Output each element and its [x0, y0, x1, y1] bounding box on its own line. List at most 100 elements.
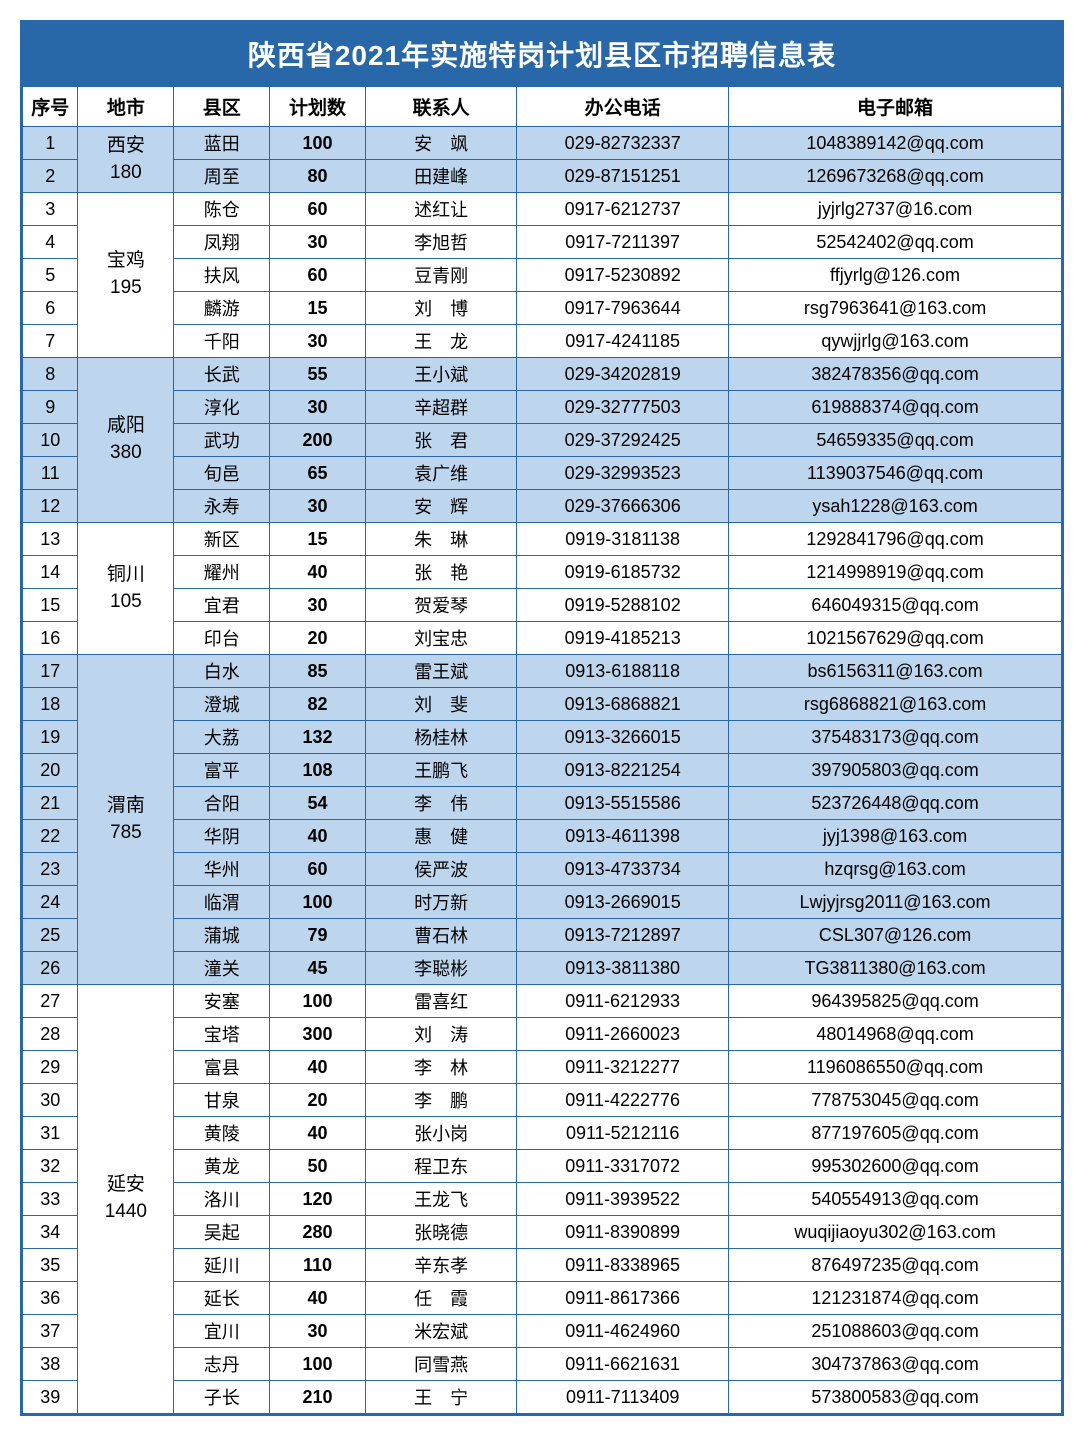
cell-phone: 0917-7963644: [517, 292, 729, 325]
cell-seq: 23: [23, 853, 78, 886]
cell-county: 印台: [174, 622, 270, 655]
table-row: 14耀州40张 艳0919-61857321214998919@qq.com: [23, 556, 1062, 589]
cell-contact: 时万新: [365, 886, 516, 919]
cell-contact: 李旭哲: [365, 226, 516, 259]
cell-seq: 8: [23, 358, 78, 391]
cell-phone: 0917-4241185: [517, 325, 729, 358]
table-row: 30甘泉20李 鹏0911-4222776778753045@qq.com: [23, 1084, 1062, 1117]
cell-seq: 14: [23, 556, 78, 589]
cell-email: 1048389142@qq.com: [729, 127, 1062, 160]
cell-seq: 37: [23, 1315, 78, 1348]
cell-seq: 26: [23, 952, 78, 985]
cell-seq: 10: [23, 424, 78, 457]
cell-plan: 132: [270, 721, 366, 754]
table-row: 1西安180蓝田100安 飒029-827323371048389142@qq.…: [23, 127, 1062, 160]
cell-plan: 30: [270, 325, 366, 358]
cell-plan: 55: [270, 358, 366, 391]
cell-contact: 王 龙: [365, 325, 516, 358]
cell-phone: 0911-3212277: [517, 1051, 729, 1084]
table-row: 24临渭100时万新0913-2669015Lwjyjrsg2011@163.c…: [23, 886, 1062, 919]
cell-contact: 任 霞: [365, 1282, 516, 1315]
cell-phone: 0917-6212737: [517, 193, 729, 226]
cell-plan: 40: [270, 1117, 366, 1150]
cell-email: 397905803@qq.com: [729, 754, 1062, 787]
cell-contact: 王鹏飞: [365, 754, 516, 787]
cell-county: 周至: [174, 160, 270, 193]
cell-contact: 张 君: [365, 424, 516, 457]
cell-phone: 029-32993523: [517, 457, 729, 490]
cell-phone: 0911-6212933: [517, 985, 729, 1018]
cell-seq: 38: [23, 1348, 78, 1381]
cell-contact: 张晓德: [365, 1216, 516, 1249]
cell-phone: 0913-6868821: [517, 688, 729, 721]
cell-phone: 029-82732337: [517, 127, 729, 160]
cell-seq: 18: [23, 688, 78, 721]
cell-plan: 100: [270, 1348, 366, 1381]
cell-phone: 029-32777503: [517, 391, 729, 424]
cell-county: 合阳: [174, 787, 270, 820]
cell-seq: 22: [23, 820, 78, 853]
cell-plan: 45: [270, 952, 366, 985]
cell-contact: 刘 涛: [365, 1018, 516, 1051]
cell-phone: 0913-8221254: [517, 754, 729, 787]
cell-contact: 杨桂林: [365, 721, 516, 754]
header-phone: 办公电话: [517, 87, 729, 127]
cell-plan: 100: [270, 127, 366, 160]
cell-email: 375483173@qq.com: [729, 721, 1062, 754]
cell-county: 志丹: [174, 1348, 270, 1381]
table-row: 38志丹100同雪燕0911-6621631304737863@qq.com: [23, 1348, 1062, 1381]
cell-email: 995302600@qq.com: [729, 1150, 1062, 1183]
cell-email: wuqijiaoyu302@163.com: [729, 1216, 1062, 1249]
cell-plan: 40: [270, 1051, 366, 1084]
cell-plan: 80: [270, 160, 366, 193]
cell-county: 黄龙: [174, 1150, 270, 1183]
cell-county: 耀州: [174, 556, 270, 589]
cell-email: qywjjrlg@163.com: [729, 325, 1062, 358]
cell-phone: 0913-4733734: [517, 853, 729, 886]
cell-county: 麟游: [174, 292, 270, 325]
cell-plan: 60: [270, 853, 366, 886]
cell-phone: 0913-6188118: [517, 655, 729, 688]
cell-phone: 0911-6621631: [517, 1348, 729, 1381]
cell-email: 52542402@qq.com: [729, 226, 1062, 259]
cell-county: 潼关: [174, 952, 270, 985]
cell-city: 延安1440: [78, 985, 174, 1414]
cell-plan: 210: [270, 1381, 366, 1414]
cell-county: 吴起: [174, 1216, 270, 1249]
cell-phone: 0919-5288102: [517, 589, 729, 622]
cell-seq: 28: [23, 1018, 78, 1051]
header-row: 序号 地市 县区 计划数 联系人 办公电话 电子邮箱: [23, 87, 1062, 127]
cell-county: 宜君: [174, 589, 270, 622]
header-plan: 计划数: [270, 87, 366, 127]
cell-contact: 刘 斐: [365, 688, 516, 721]
table-row: 10武功200张 君029-3729242554659335@qq.com: [23, 424, 1062, 457]
cell-seq: 2: [23, 160, 78, 193]
cell-contact: 王龙飞: [365, 1183, 516, 1216]
cell-phone: 0911-4624960: [517, 1315, 729, 1348]
cell-plan: 30: [270, 589, 366, 622]
cell-email: 619888374@qq.com: [729, 391, 1062, 424]
cell-email: 304737863@qq.com: [729, 1348, 1062, 1381]
cell-email: 573800583@qq.com: [729, 1381, 1062, 1414]
cell-city: 渭南785: [78, 655, 174, 985]
cell-county: 宜川: [174, 1315, 270, 1348]
cell-phone: 0911-7113409: [517, 1381, 729, 1414]
cell-contact: 王 宁: [365, 1381, 516, 1414]
cell-email: jyj1398@163.com: [729, 820, 1062, 853]
cell-seq: 35: [23, 1249, 78, 1282]
cell-county: 富平: [174, 754, 270, 787]
cell-seq: 25: [23, 919, 78, 952]
cell-plan: 79: [270, 919, 366, 952]
recruitment-table: 陕西省2021年实施特岗计划县区市招聘信息表 序号 地市 县区 计划数 联系人 …: [20, 20, 1064, 1416]
cell-seq: 39: [23, 1381, 78, 1414]
cell-county: 大荔: [174, 721, 270, 754]
cell-plan: 60: [270, 193, 366, 226]
table-row: 4凤翔30李旭哲0917-721139752542402@qq.com: [23, 226, 1062, 259]
table-row: 3宝鸡195陈仓60述红让0917-6212737jyjrlg2737@16.c…: [23, 193, 1062, 226]
cell-plan: 40: [270, 820, 366, 853]
cell-plan: 20: [270, 1084, 366, 1117]
cell-plan: 108: [270, 754, 366, 787]
cell-seq: 6: [23, 292, 78, 325]
cell-seq: 36: [23, 1282, 78, 1315]
table-row: 25蒲城79曹石林0913-7212897CSL307@126.com: [23, 919, 1062, 952]
